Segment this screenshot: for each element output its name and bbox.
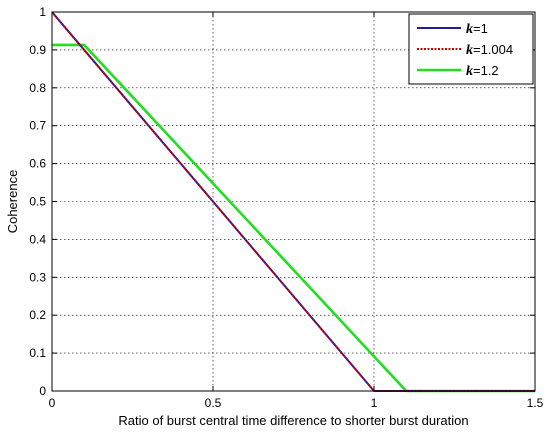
legend-value: =1 xyxy=(473,21,488,36)
legend-variable: k xyxy=(466,43,473,58)
y-tick-label: 0.1 xyxy=(29,346,46,360)
legend-box xyxy=(408,13,534,85)
y-tick-label: 0.7 xyxy=(29,119,46,133)
y-tick-label: 0.9 xyxy=(29,43,46,57)
x-tick-label: 1.5 xyxy=(527,396,544,410)
y-axis-label: Coherence xyxy=(5,170,20,234)
tick-marks xyxy=(51,11,536,392)
y-tick-label: 0 xyxy=(39,384,46,398)
legend-value: =1.004 xyxy=(473,42,513,57)
legend-variable: k xyxy=(466,64,473,79)
y-tick-label: 0.4 xyxy=(29,232,46,246)
x-tick-label: 0.5 xyxy=(205,396,222,410)
x-tick-label: 1 xyxy=(371,396,378,410)
x-tick-label: 0 xyxy=(49,396,56,410)
y-tick-label: 0.2 xyxy=(29,308,46,322)
x-axis-label: Ratio of burst central time difference t… xyxy=(118,413,468,428)
y-tick-label: 1 xyxy=(39,5,46,19)
y-tick-label: 0.5 xyxy=(29,195,46,209)
legend-variable: k xyxy=(466,22,473,37)
tick-labels: 0 0.5 1 1.5 0 0.1 0.2 0.3 0.4 0.5 0.6 0.7 0.8 0.9 1 xyxy=(29,5,543,410)
y-tick-label: 0.8 xyxy=(29,81,46,95)
legend-entry-label: k=1.2 xyxy=(466,63,499,79)
legend-value: =1.2 xyxy=(473,63,499,78)
y-tick-label: 0.3 xyxy=(29,270,46,284)
legend-entry-label: k=1 xyxy=(466,21,488,37)
legend-entry-label: k=1.004 xyxy=(466,42,513,58)
y-tick-label: 0.6 xyxy=(29,157,46,171)
